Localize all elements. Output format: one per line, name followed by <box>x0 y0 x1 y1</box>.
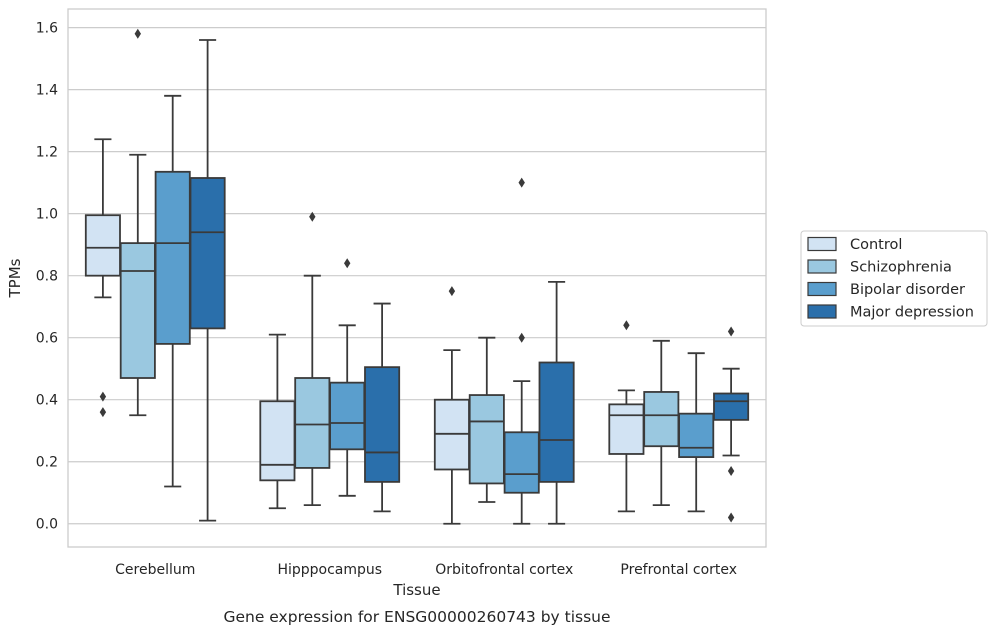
y-tick-label: 0.2 <box>36 455 58 471</box>
plot-frame <box>67 8 767 548</box>
box-orbitofrontal-cortex <box>503 177 540 525</box>
legend-item: Major depression <box>807 304 974 321</box>
box-iqr <box>643 391 680 448</box>
box-prefrontal-cortex <box>643 339 680 507</box>
legend-swatch <box>807 236 837 252</box>
series-control <box>84 138 645 525</box>
outlier-point <box>448 286 456 297</box>
box-cerebellum <box>154 94 191 488</box>
box-iqr <box>608 403 645 455</box>
y-tick-label: 0.0 <box>36 517 58 533</box>
y-tick-label: 0.6 <box>36 331 58 347</box>
outlier-point <box>134 28 141 39</box>
y-tick-label: 0.4 <box>36 393 58 409</box>
x-tick-labels: Cerebellum Hipppocampus Orbitofrontal cort… <box>115 562 737 578</box>
x-tick-label: Prefrontal cortex <box>620 562 737 578</box>
outlier-point <box>99 407 107 418</box>
series-major-depression <box>189 39 750 525</box>
y-tick-label: 1.2 <box>36 145 58 161</box>
box-iqr <box>503 431 540 494</box>
box-cerebellum <box>189 39 226 522</box>
box-cerebellum <box>119 28 156 417</box>
legend-label: Control <box>850 237 902 253</box>
box-iqr <box>259 400 296 482</box>
legend-label: Schizophrenia <box>850 260 952 276</box>
outlier-point <box>518 332 525 343</box>
y-tick-label: 1.4 <box>36 83 58 99</box>
y-tick-label: 1.0 <box>36 207 58 223</box>
legend-swatch <box>807 304 837 319</box>
box-prefrontal-cortex <box>713 326 750 523</box>
legend-item: Control <box>807 236 902 253</box>
box-iqr <box>538 361 575 483</box>
outlier-point <box>309 211 316 222</box>
box-series <box>84 28 750 525</box>
outlier-point <box>344 258 351 269</box>
box-orbitofrontal-cortex <box>468 336 505 503</box>
y-tick-labels: 0.0 0.2 0.4 0.6 0.8 1.0 1.2 1.4 1.6 <box>36 21 58 533</box>
box-iqr <box>713 392 750 421</box>
x-axis-title: Tissue <box>392 581 440 599</box>
box-hipppocampus <box>329 258 366 497</box>
box-iqr <box>84 214 121 277</box>
box-iqr <box>154 170 191 345</box>
box-prefrontal-cortex <box>678 352 715 513</box>
box-hipppocampus <box>294 211 331 507</box>
box-iqr <box>189 177 226 330</box>
x-tick-label: Orbitofrontal cortex <box>435 562 573 578</box>
legend-frame <box>800 230 988 327</box>
legend-label: Bipolar disorder <box>850 282 965 298</box>
y-axis-title: TPMs <box>6 258 24 298</box>
box-orbitofrontal-cortex <box>538 280 575 525</box>
x-tick-label: Hipppocampus <box>277 562 382 578</box>
box-iqr <box>329 381 366 451</box>
box-iqr <box>119 242 156 379</box>
outlier-point <box>727 466 735 477</box>
y-tick-label: 1.6 <box>36 21 58 37</box>
outlier-point <box>518 177 525 188</box>
outlier-point <box>727 326 735 337</box>
x-tick-label: Cerebellum <box>115 562 195 578</box>
series-schizophrenia <box>119 28 680 507</box>
box-hipppocampus <box>259 333 296 510</box>
legend: Control Schizophrenia Bipolar disorder Majo… <box>800 230 988 327</box>
box-iqr <box>468 394 505 485</box>
outlier-point <box>99 391 107 402</box>
legend-item: Schizophrenia <box>807 259 952 276</box>
box-iqr <box>364 366 401 483</box>
box-cerebellum <box>84 138 121 418</box>
outlier-point <box>727 512 735 523</box>
legend-label: Major depression <box>850 305 974 321</box>
box-iqr <box>294 377 331 469</box>
box-orbitofrontal-cortex <box>433 286 470 525</box>
box-hipppocampus <box>364 302 401 513</box>
outlier-point <box>623 320 630 331</box>
chart-caption: Gene expression for ENSG00000260743 by t… <box>223 608 610 626</box>
y-tick-label: 0.8 <box>36 269 58 285</box>
legend-item: Bipolar disorder <box>807 281 965 298</box>
legend-swatch <box>807 281 837 297</box>
box-prefrontal-cortex <box>608 320 645 513</box>
legend-swatch <box>807 259 837 274</box>
box-iqr <box>678 412 715 458</box>
